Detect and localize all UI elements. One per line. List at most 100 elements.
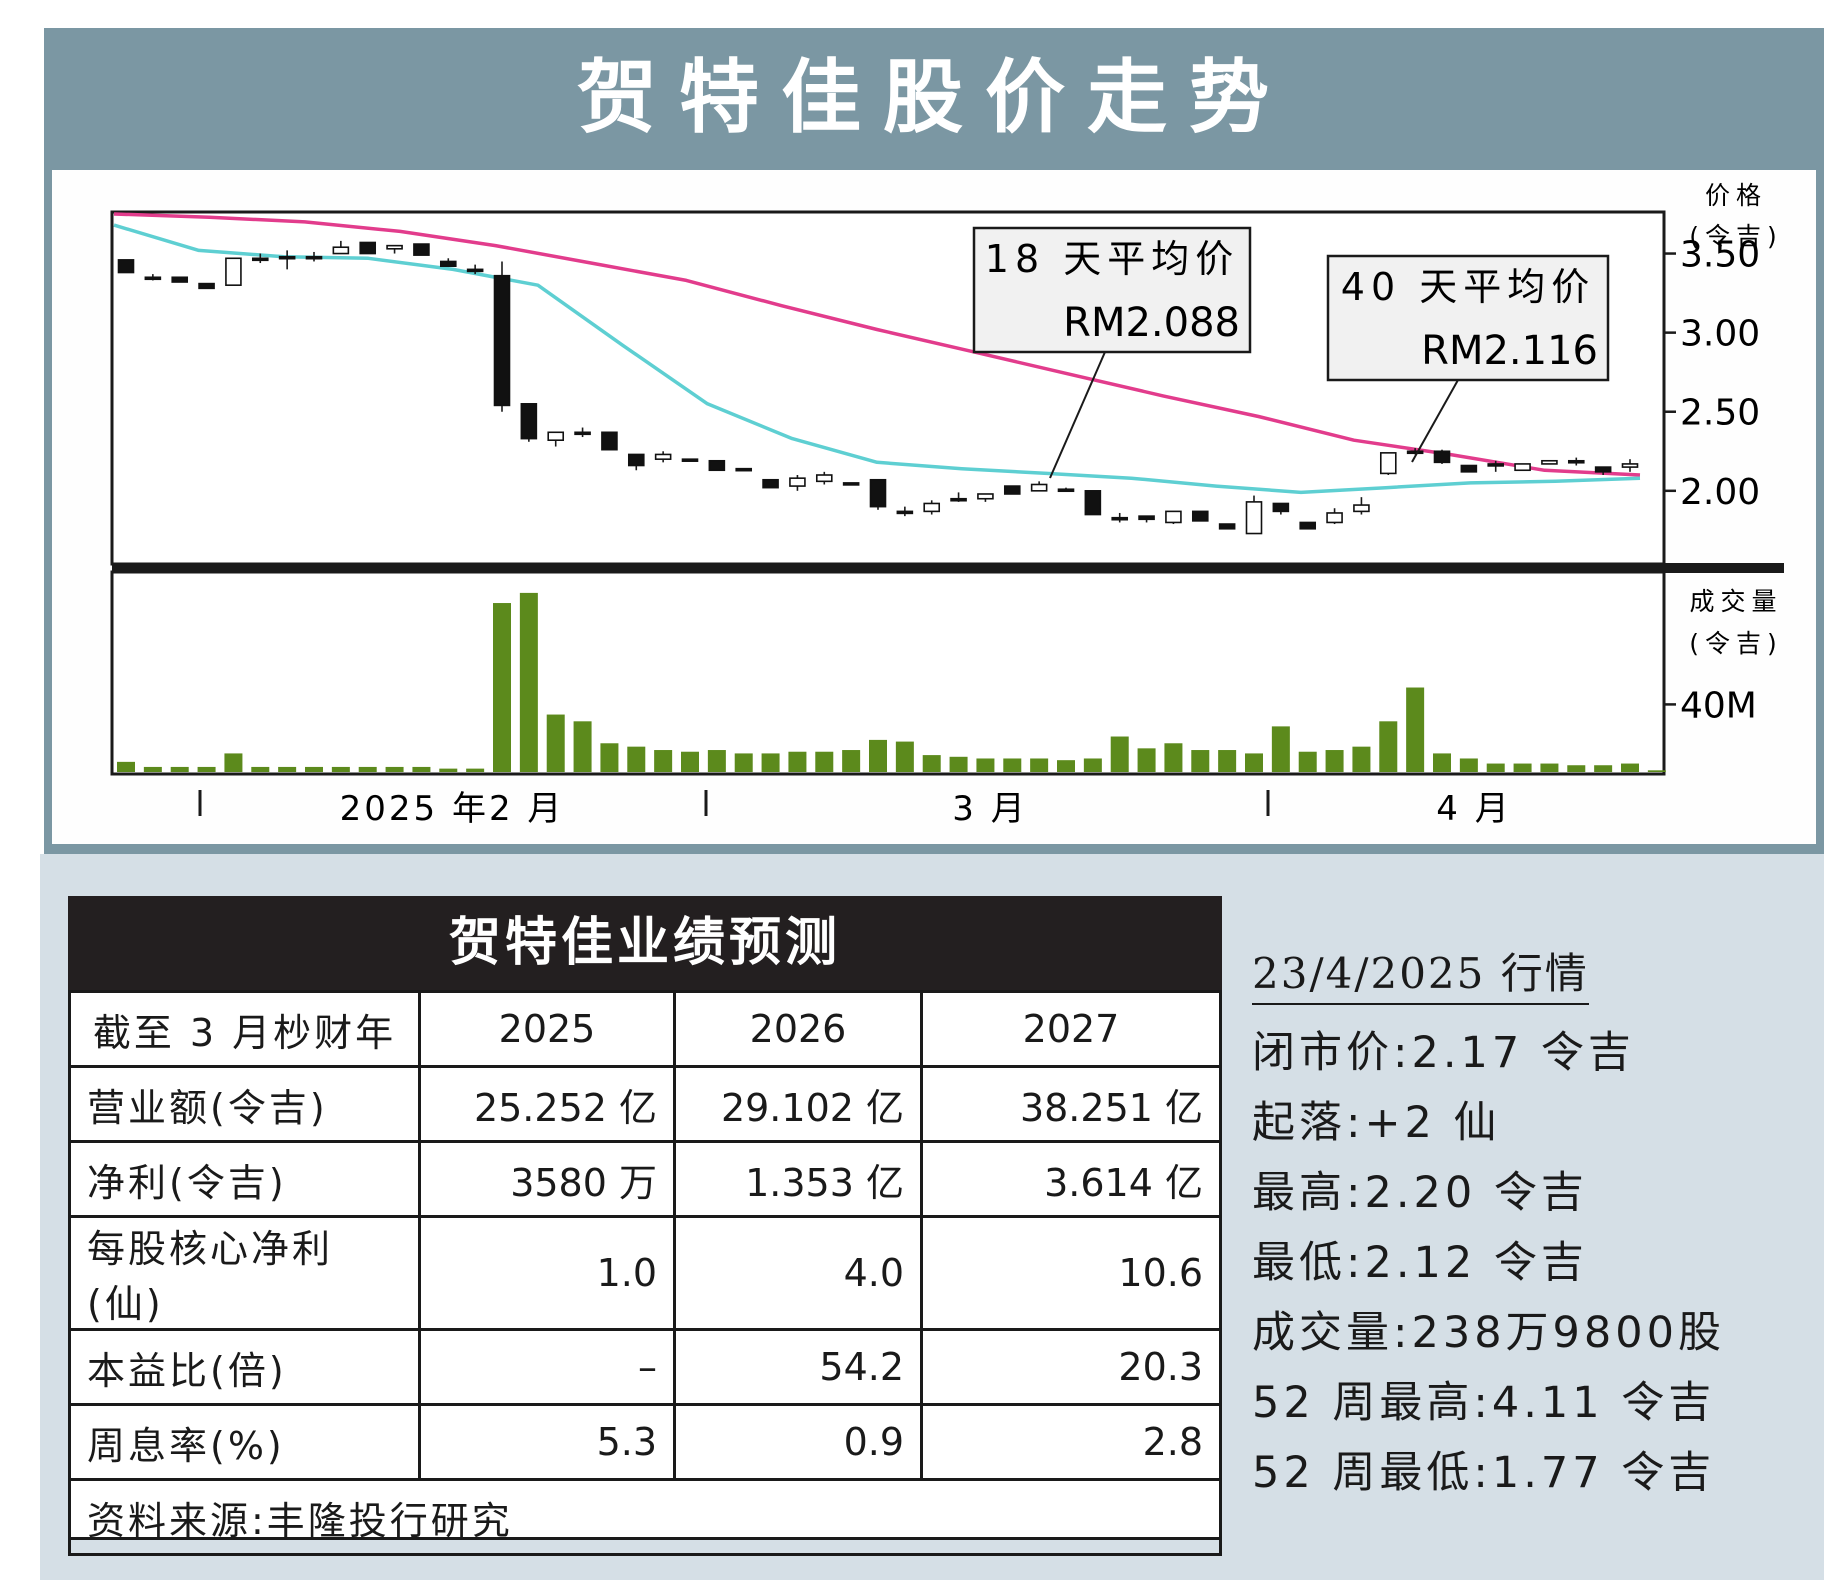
table-cell: 38.251 亿 bbox=[920, 1065, 1222, 1143]
volume-bar bbox=[1621, 763, 1639, 772]
table-row: 周息率(%) 5.3 0.9 2.8 bbox=[68, 1403, 1222, 1481]
candle-body bbox=[1084, 490, 1102, 516]
ma40-callout-box bbox=[1326, 254, 1610, 382]
candle-body bbox=[627, 453, 645, 467]
candle-body bbox=[1433, 450, 1451, 464]
candle-body bbox=[923, 502, 941, 513]
table-cell: 29.102 亿 bbox=[673, 1065, 923, 1143]
volume-bar bbox=[1433, 753, 1451, 772]
volume-bar bbox=[1298, 751, 1317, 772]
candle-body bbox=[1326, 512, 1343, 524]
volume-bar bbox=[573, 721, 592, 772]
ma40-layer bbox=[113, 212, 1641, 477]
volume-bar bbox=[1003, 758, 1022, 772]
volume-bar bbox=[1271, 726, 1290, 772]
ma40-label: 40 天平均价 bbox=[1341, 265, 1595, 309]
volume-bar bbox=[493, 603, 511, 772]
volume-bar bbox=[788, 751, 807, 772]
ma40-value: RM2.116 bbox=[1421, 328, 1598, 374]
candle-body bbox=[815, 474, 833, 483]
candle-body bbox=[1272, 502, 1290, 513]
volume-bar bbox=[1325, 750, 1344, 772]
table-header-cell: 截至 3 月杪财年 bbox=[68, 990, 421, 1068]
candle-body bbox=[1406, 450, 1424, 455]
quote-high: 最高:2.20 令吉 bbox=[1252, 1168, 1588, 1218]
volume-bar bbox=[654, 750, 673, 772]
volume-bar bbox=[197, 766, 216, 772]
candle-body bbox=[413, 243, 430, 256]
volume-plot-frame bbox=[110, 570, 1666, 776]
month-label-apr: 4 月 bbox=[1436, 789, 1511, 829]
volume-bar bbox=[842, 750, 861, 772]
candle-body bbox=[977, 493, 994, 500]
volume-bar bbox=[1083, 758, 1102, 772]
candle-body bbox=[439, 260, 457, 268]
price-tick-label: 3.50 bbox=[1680, 235, 1760, 276]
volume-bar bbox=[815, 751, 834, 772]
volume-bar bbox=[1647, 770, 1666, 772]
candle-body bbox=[789, 477, 806, 487]
volume-bar bbox=[1057, 760, 1075, 772]
quote-date: 23/4/2025 行情 bbox=[1252, 940, 1589, 1005]
volume-bar bbox=[170, 766, 189, 772]
volume-bar bbox=[466, 768, 485, 772]
chart-title: 贺特佳股价走势 bbox=[577, 51, 1291, 144]
table-cell: 3.614 亿 bbox=[920, 1140, 1222, 1218]
quote-volume: 成交量:238万9800股 bbox=[1252, 1308, 1725, 1358]
candle-body bbox=[1514, 463, 1531, 472]
candle-body bbox=[1487, 463, 1505, 467]
candle-body bbox=[896, 510, 914, 515]
price-tick-label: 2.50 bbox=[1680, 393, 1760, 434]
candle-body bbox=[681, 458, 699, 462]
candle-body bbox=[869, 478, 887, 508]
table-cell: 本益比(倍) bbox=[68, 1328, 421, 1406]
candle-body bbox=[735, 467, 753, 472]
volume-bar bbox=[278, 766, 297, 772]
candle-body bbox=[1245, 501, 1263, 535]
volume-bar bbox=[117, 761, 135, 772]
volume-axis-title-2: (令吉) bbox=[1689, 629, 1783, 658]
volume-bar bbox=[1513, 763, 1532, 772]
candle-body bbox=[1379, 452, 1397, 475]
candle-body bbox=[708, 459, 726, 472]
volume-bar bbox=[1030, 758, 1049, 772]
volume-bar bbox=[1245, 753, 1263, 772]
candle-body bbox=[225, 257, 242, 286]
volume-bar bbox=[1110, 736, 1129, 772]
table-cell: – bbox=[418, 1328, 676, 1406]
candle-body bbox=[842, 482, 860, 486]
candle-body bbox=[1191, 510, 1209, 522]
table-cell: 25.252 亿 bbox=[418, 1065, 676, 1143]
candle-body bbox=[1299, 521, 1317, 530]
volume-bars-layer bbox=[117, 592, 1666, 772]
candle-body bbox=[1030, 483, 1048, 492]
table-source: 资料来源:丰隆投行研究 bbox=[68, 1478, 1222, 1556]
candles-layer bbox=[117, 240, 1639, 535]
table-row: 本益比(倍) – 54.2 20.3 bbox=[68, 1328, 1222, 1406]
volume-bar bbox=[1191, 750, 1210, 772]
volume-tick-label: 40M bbox=[1680, 685, 1757, 726]
volume-axis-title-1: 成交量 bbox=[1689, 587, 1782, 616]
table-cell: 4.0 bbox=[673, 1215, 923, 1331]
candle-body bbox=[117, 259, 135, 274]
table-row: 净利(令吉) 3580 万 1.353 亿 3.614 亿 bbox=[68, 1140, 1222, 1218]
candle-body bbox=[762, 478, 779, 489]
volume-bar bbox=[681, 751, 699, 772]
table-cell: 周息率(%) bbox=[68, 1403, 421, 1481]
candle-body bbox=[1218, 523, 1236, 530]
ma18-label: 18 天平均价 bbox=[985, 237, 1239, 281]
candle-body bbox=[1460, 464, 1478, 473]
table-header-cell: 2027 bbox=[920, 990, 1222, 1068]
candle-body bbox=[574, 431, 591, 436]
forecast-table: 截至 3 月杪财年 2025 2026 2027 营业额(令吉) 25.252 … bbox=[68, 990, 1222, 1556]
candle-body bbox=[1541, 459, 1558, 465]
table-cell: 5.3 bbox=[418, 1403, 676, 1481]
volume-axis: 40M bbox=[1664, 685, 1757, 726]
quote-panel: 23/4/2025 行情 闭市价:2.17 令吉 起落:+2 仙 最高:2.20… bbox=[1252, 940, 1812, 1495]
candle-body bbox=[520, 403, 538, 440]
price-axis-title-1: 价格 bbox=[1705, 181, 1767, 210]
volume-bar bbox=[358, 766, 377, 772]
volume-bar bbox=[439, 768, 458, 772]
month-label-mar: 3 月 bbox=[952, 789, 1027, 829]
candle-body bbox=[198, 282, 215, 290]
